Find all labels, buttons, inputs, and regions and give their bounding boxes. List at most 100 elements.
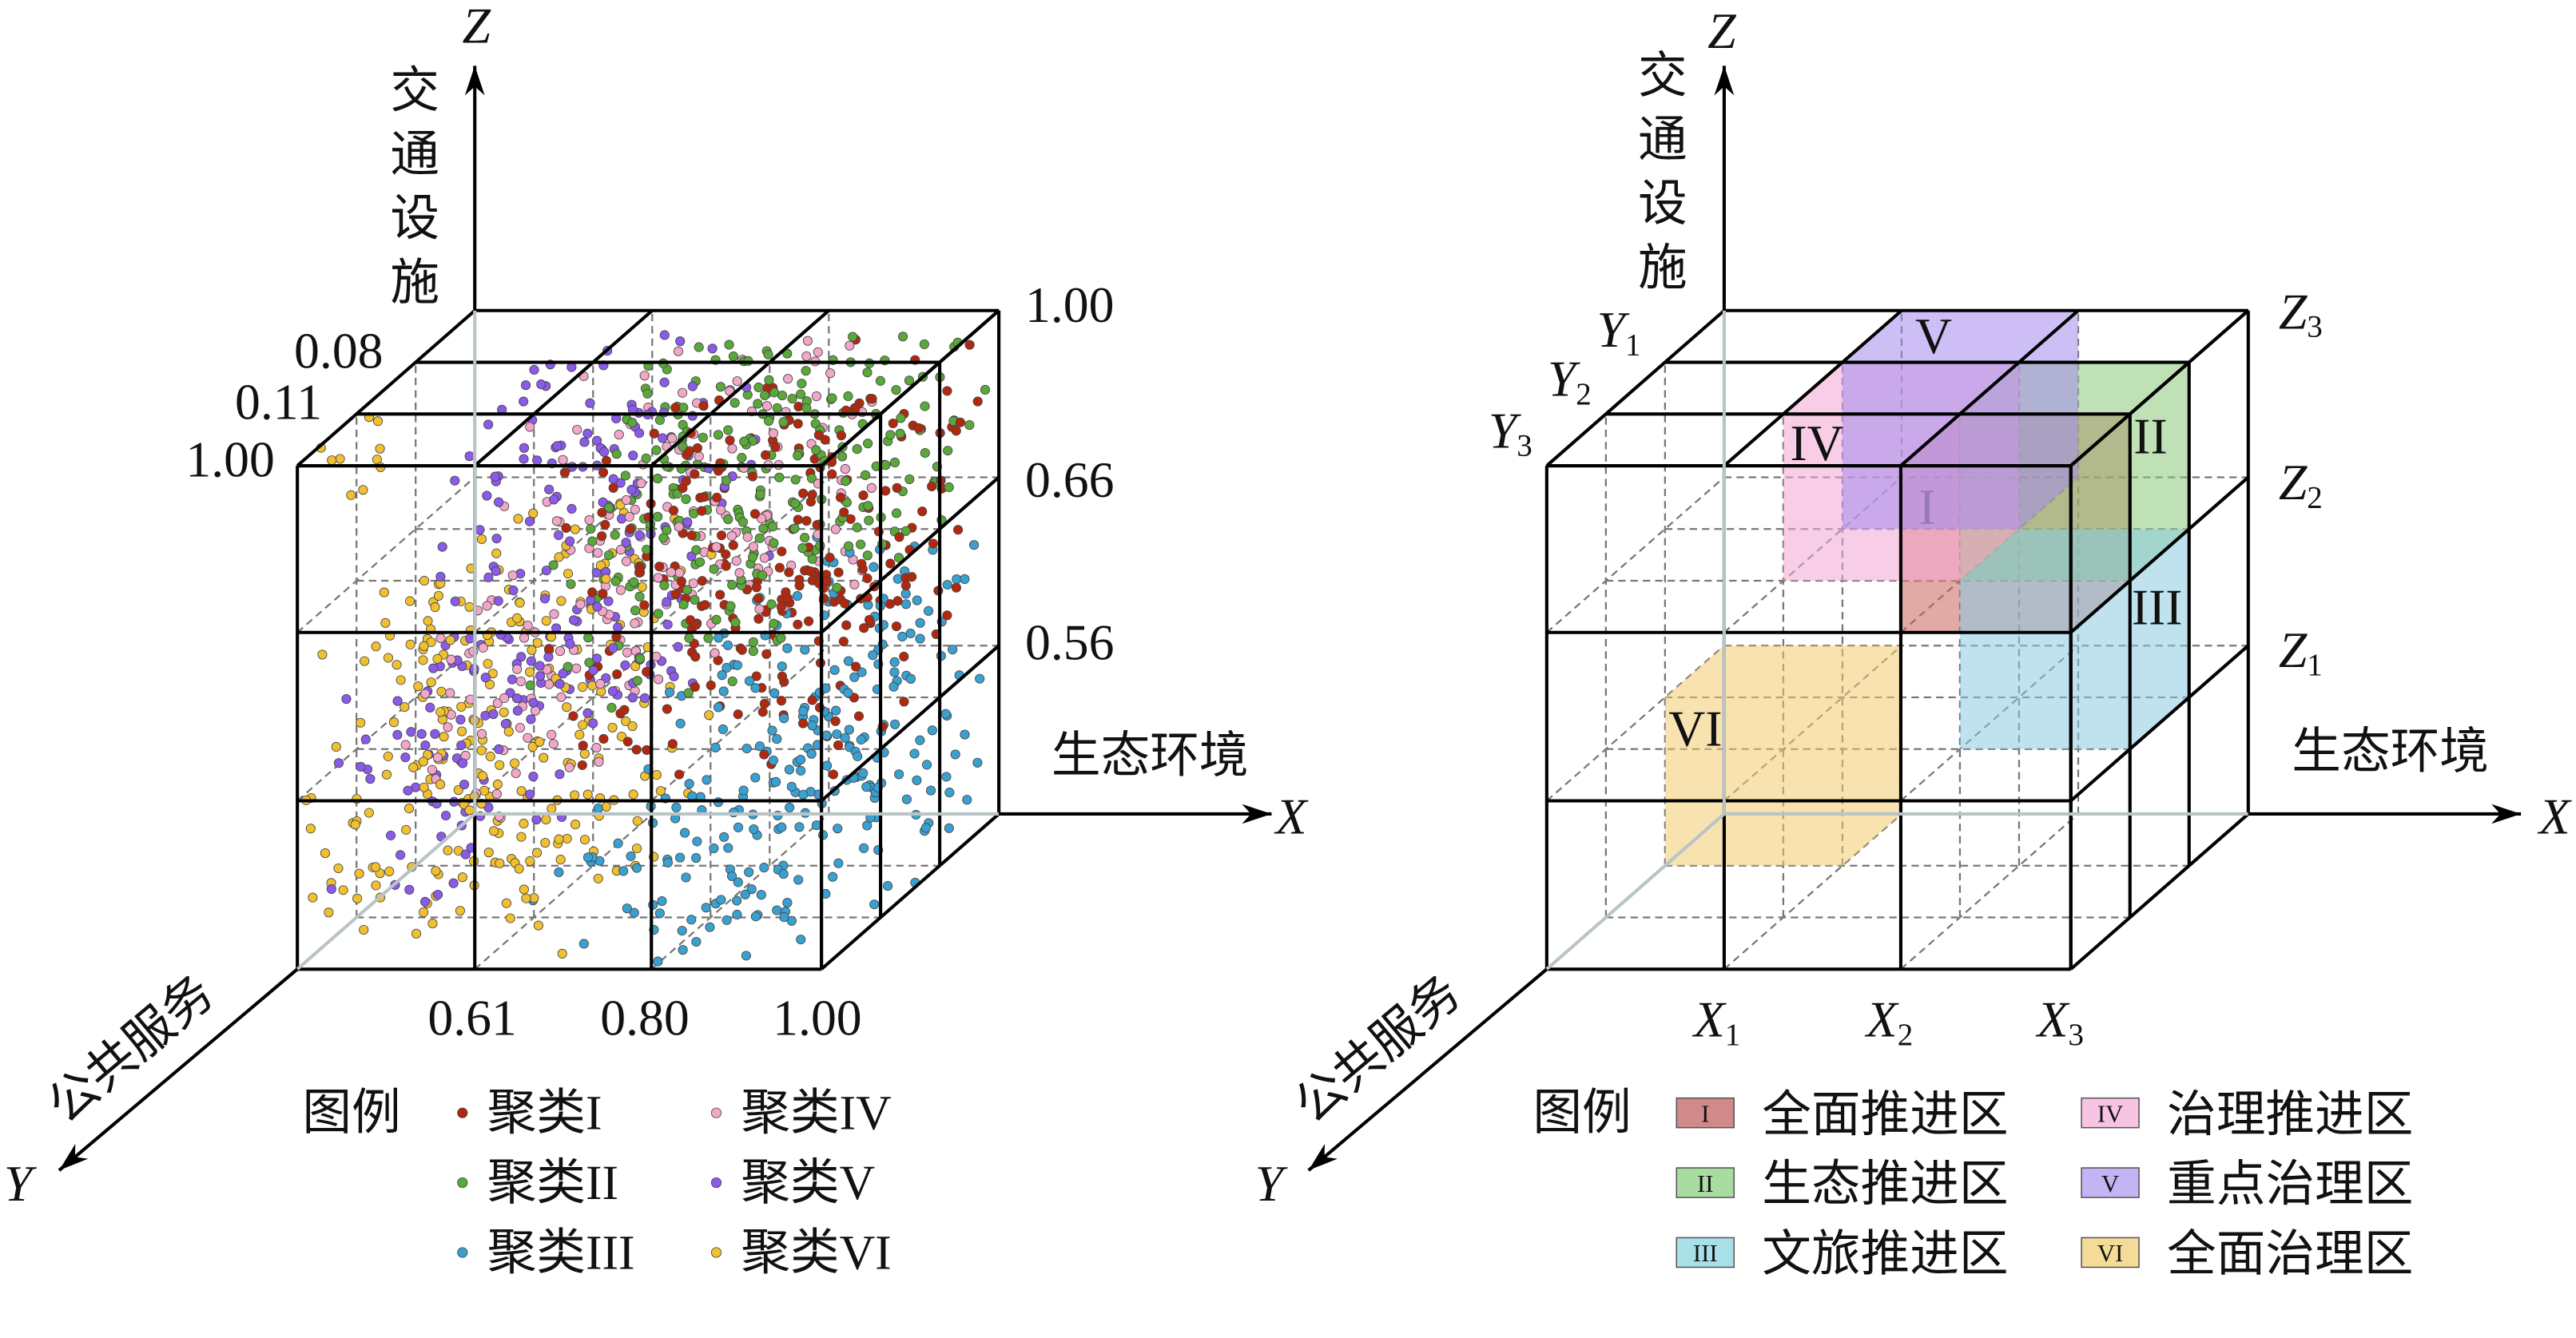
subscript: 3	[2307, 310, 2323, 344]
scatter-point	[975, 673, 985, 684]
scatter-point	[562, 702, 572, 713]
scatter-point	[458, 758, 468, 768]
scatter-point	[828, 769, 839, 780]
scatter-point	[381, 769, 392, 780]
zone-face	[1900, 466, 2071, 633]
scatter-point	[610, 530, 620, 540]
scatter-point	[634, 591, 645, 602]
scatter-point	[892, 596, 903, 606]
scatter-point	[600, 519, 610, 530]
zone-face	[1959, 362, 2019, 581]
scatter-point	[700, 600, 710, 610]
scatter-point	[331, 741, 341, 752]
scatter-point	[535, 661, 545, 671]
scatter-point	[493, 596, 503, 606]
scatter-point	[541, 566, 551, 576]
scatter-point	[796, 935, 806, 945]
scatter-point	[726, 871, 737, 881]
zone-label: II	[2133, 408, 2167, 465]
scatter-point	[737, 517, 748, 527]
scatter-point	[512, 705, 523, 716]
legend-label: 聚类V	[741, 1156, 875, 1210]
zone-face	[1959, 580, 2130, 749]
scatter-point	[774, 562, 785, 573]
scatter-point	[654, 674, 664, 685]
scatter-point	[419, 907, 429, 918]
scatter-point	[612, 669, 622, 680]
z-title-2: 通	[390, 128, 439, 182]
y-axis-label: Y	[4, 1155, 38, 1212]
scatter-point	[549, 494, 559, 505]
scatter-point	[665, 687, 675, 697]
scatter-point	[806, 748, 817, 759]
scatter-point	[555, 769, 565, 780]
scatter-point	[608, 482, 618, 493]
scatter-point	[408, 762, 419, 772]
scatter-point	[921, 760, 932, 770]
scatter-point	[439, 732, 449, 742]
scatter-point	[639, 371, 650, 381]
scatter-point	[820, 435, 830, 445]
y-axis-inner	[1545, 812, 1726, 971]
zone-block-II	[1959, 362, 2189, 581]
scatter-point	[698, 492, 709, 502]
z-tick: Z1	[2279, 621, 2323, 682]
scatter-point	[772, 905, 782, 915]
scatter-point	[593, 873, 603, 883]
scatter-point	[670, 589, 681, 600]
zone-face	[1959, 529, 2189, 581]
scatter-point	[761, 401, 772, 411]
scatter-point	[686, 530, 697, 541]
scatter-point	[478, 642, 488, 653]
z-axis-label: Z	[1707, 2, 1736, 59]
scatter-point	[731, 556, 741, 566]
scatter-point	[512, 664, 523, 674]
scatter-point	[531, 705, 541, 716]
scatter-point	[491, 534, 502, 544]
scatter-point	[524, 516, 535, 526]
scatter-point	[516, 832, 527, 842]
legend-label: 聚类II	[487, 1156, 618, 1210]
scatter-point	[769, 538, 779, 548]
scatter-point	[721, 475, 732, 486]
scatter-point	[728, 351, 739, 362]
scatter-point	[748, 542, 759, 552]
scatter-point	[364, 808, 374, 818]
scatter-point	[774, 472, 785, 482]
scatter-point	[759, 749, 769, 760]
scatter-point	[558, 455, 568, 465]
scatter-point	[653, 956, 663, 967]
scatter-point	[866, 482, 877, 493]
scatter-point	[419, 782, 429, 792]
scatter-point	[460, 849, 471, 860]
zone-label: V	[1915, 308, 1952, 364]
scatter-point	[744, 676, 755, 686]
scatter-point	[611, 449, 622, 459]
scatter-point	[495, 760, 505, 770]
legend-code: IV	[2097, 1100, 2124, 1127]
scatter-point	[716, 530, 727, 541]
scatter-point	[801, 351, 812, 361]
scatter-point	[733, 709, 743, 720]
scatter-point	[426, 677, 436, 688]
scatter-point	[951, 426, 961, 436]
scatter-point	[801, 366, 811, 376]
scatter-point	[852, 444, 862, 455]
scatter-point	[841, 476, 851, 486]
scatter-point	[570, 790, 580, 800]
scatter-point	[352, 893, 363, 903]
scatter-point	[443, 722, 453, 733]
scatter-point	[639, 600, 650, 610]
scatter-point	[404, 884, 415, 895]
top-edge	[1723, 309, 1903, 467]
scatter-point	[598, 589, 608, 599]
scatter-point	[753, 399, 763, 409]
scatter-point	[714, 633, 724, 643]
scatter-point	[603, 596, 614, 606]
zone-face	[1664, 645, 1724, 866]
scatter-point	[455, 906, 465, 916]
legend-label: 治理推进区	[2167, 1088, 2413, 1142]
scatter-point	[732, 909, 742, 920]
zone-face	[2018, 362, 2189, 530]
scatter-point	[851, 661, 861, 672]
